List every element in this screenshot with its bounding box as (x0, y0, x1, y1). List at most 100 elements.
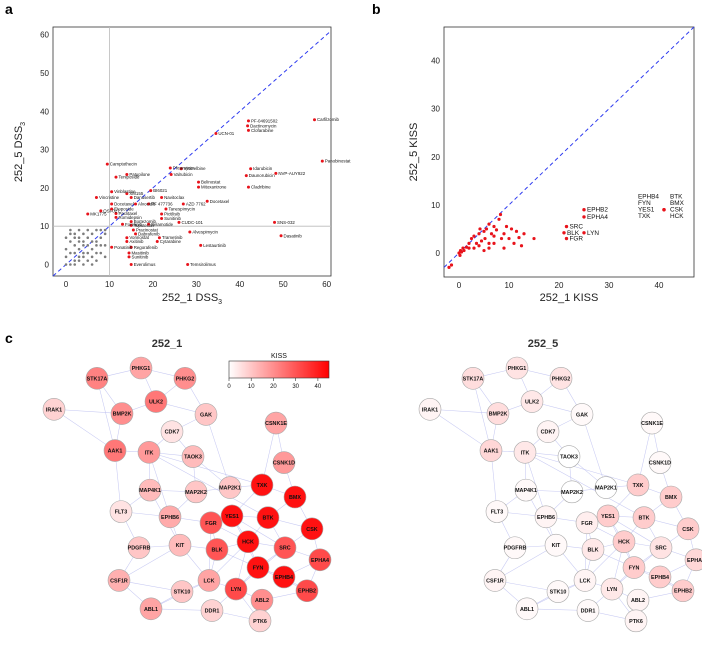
x-tick-label: 0 (64, 280, 69, 289)
node-abl1 (139, 597, 163, 621)
red-point (99, 209, 103, 213)
drug-label: Everolimus (134, 262, 157, 267)
gray-point (77, 240, 81, 243)
node-csf1r (107, 569, 131, 592)
node-label: TXK (257, 483, 268, 489)
node-label: EPHB4 (275, 575, 293, 581)
red-point (214, 131, 218, 135)
red-point (457, 251, 461, 255)
y-tick-label: 30 (431, 105, 440, 114)
red-point (274, 171, 278, 175)
node-itk (137, 440, 161, 464)
node-label: TAOK3 (560, 455, 578, 461)
x-axis-title-a: 252_1 DSS3 (162, 292, 222, 306)
node-label: BTK (638, 516, 649, 522)
drug-label: Tanespimycin (168, 206, 195, 211)
red-point (188, 230, 192, 234)
red-point (125, 172, 129, 176)
node-label: BMP2K (489, 412, 508, 418)
drug-label: Alvespimycin (192, 229, 218, 234)
node-label: BMX (289, 495, 301, 501)
gray-point (73, 259, 77, 262)
kinase-label-stack: EPHB4 FYN YES1 TXK (638, 194, 659, 220)
kinase-label: BLK (567, 230, 580, 237)
node-label: TXK (633, 483, 644, 489)
node-label: ULK2 (525, 400, 539, 406)
node-label: FYN (253, 566, 264, 572)
node-ulk2 (144, 390, 168, 413)
red-point (164, 207, 168, 211)
node-txk (250, 473, 274, 497)
x-tick-label: 40 (235, 280, 244, 289)
drug-label: Mitoxantrone (201, 185, 227, 190)
y-tick-label: 20 (40, 184, 49, 193)
plot-frame-a (52, 26, 332, 277)
y-tick-label: 10 (431, 201, 440, 210)
red-point (110, 245, 114, 249)
red-point (472, 246, 476, 250)
red-point (492, 234, 496, 238)
red-point (197, 180, 201, 184)
node-lck (573, 569, 597, 592)
node-hck (236, 530, 260, 554)
red-point (487, 222, 491, 226)
red-point (492, 241, 496, 245)
red-point (499, 236, 504, 241)
node-yes1 (596, 504, 620, 528)
x-tick-label: 40 (655, 281, 664, 290)
node-phkg2 (549, 367, 573, 390)
gray-point (73, 232, 77, 236)
red-point (110, 207, 114, 211)
drug-label: NVP-AUY922 (278, 171, 305, 176)
node-label: TAOK3 (184, 455, 202, 461)
node-label: MAP2K1 (219, 486, 241, 492)
node-blk (581, 538, 605, 561)
node-cdk7 (536, 420, 560, 443)
network-252-5: 252_5 PHKG1 STK17A PHKG2 IRAK1 ULK2 BMP2K GAK C… (418, 338, 702, 633)
node-label: STK10 (174, 590, 191, 596)
drug-label: Patupilone (129, 172, 150, 177)
y-tick-label: 50 (40, 69, 49, 78)
node-label: ABL2 (255, 598, 269, 604)
drug-label: Idarubicin (253, 166, 273, 171)
node-lyn (224, 577, 248, 601)
node-label: CSF1R (486, 578, 504, 584)
node-label: LYN (607, 587, 617, 593)
drug-label: Foretinib (125, 222, 143, 227)
gray-point (95, 240, 98, 243)
node-map4k1 (138, 478, 162, 502)
node-label: BTK (262, 516, 273, 522)
gray-point (69, 251, 72, 255)
kinase-label-stack: BTK BMX CSK HCK (670, 194, 685, 220)
gray-point (77, 259, 81, 262)
node-map2k1 (594, 476, 618, 499)
node-fgr (575, 511, 599, 535)
node-label: LCK (203, 578, 214, 584)
drug-label: Camptothecin (110, 162, 138, 167)
drug-label: MK1775 (90, 211, 107, 216)
gray-point (99, 244, 103, 247)
drug-label: Danusertib (134, 195, 156, 200)
diagonal-line (443, 26, 695, 268)
drug-label: Belinostat (201, 180, 221, 185)
network-edge (581, 414, 607, 488)
network-edge (472, 378, 492, 451)
node-label: STK17A (87, 376, 108, 382)
node-stk17a (461, 367, 485, 390)
node-label: FLT3 (115, 510, 127, 516)
red-point (502, 232, 506, 236)
node-src (649, 536, 673, 560)
red-point (246, 124, 250, 128)
red-point (517, 235, 521, 240)
red-point (94, 195, 98, 199)
red-point (519, 244, 524, 248)
red-point (125, 192, 129, 196)
node-label: BMX (665, 495, 677, 501)
node-ptk6 (624, 609, 648, 633)
x-tick-label: 50 (279, 280, 288, 289)
node-bmx (283, 485, 307, 509)
red-point (279, 234, 283, 238)
node-label: CDK7 (541, 430, 556, 436)
red-point (179, 167, 183, 171)
